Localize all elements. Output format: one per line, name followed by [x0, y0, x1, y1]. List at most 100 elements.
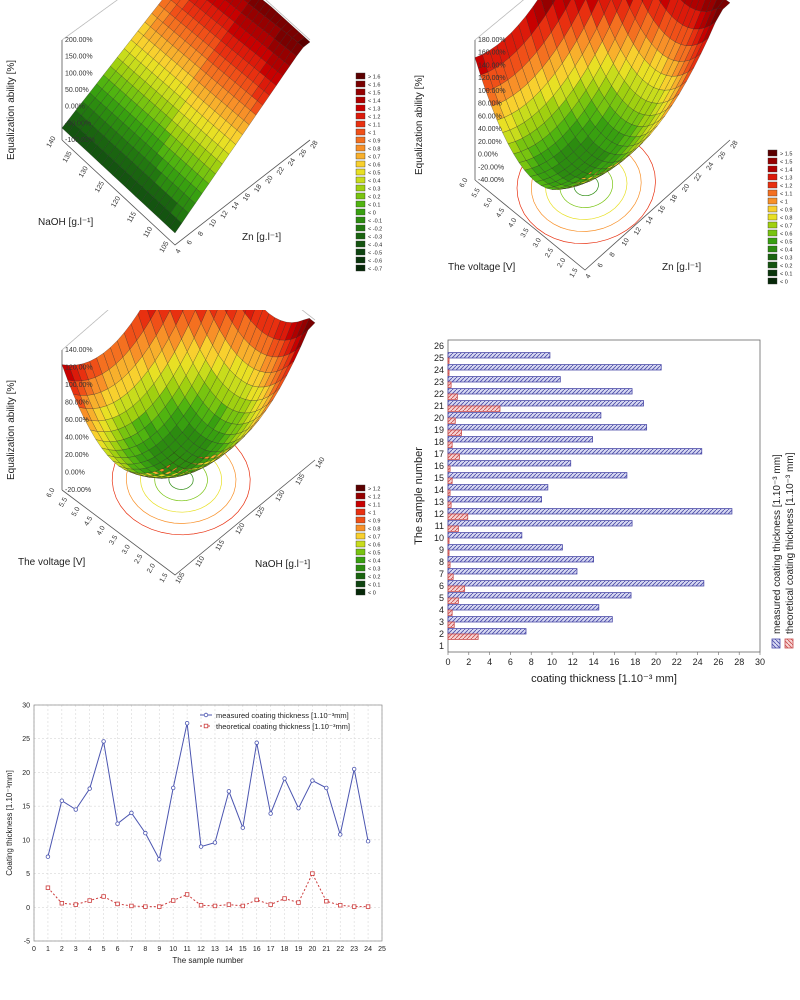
- point-measured: [240, 825, 245, 830]
- y-tick-label: 22: [434, 389, 444, 399]
- surface-cell: [61, 364, 75, 382]
- x-tick-label: 28: [310, 140, 320, 150]
- x-tick-label: 16: [253, 946, 261, 953]
- y-tick-label: 23: [434, 377, 444, 387]
- point-theoretical: [184, 892, 190, 897]
- legend-label: < 1.2: [780, 184, 792, 190]
- legend-swatch: [355, 556, 366, 564]
- point-theoretical: [129, 903, 134, 909]
- point-measured: [101, 739, 106, 744]
- z-tick-label: 60.00%: [478, 113, 502, 120]
- legend-swatch: [767, 269, 778, 277]
- legend-swatch: [355, 500, 366, 508]
- bar-measured: [447, 400, 644, 407]
- bar-theoretical: [447, 453, 460, 460]
- y-tick-label: 5.0: [71, 506, 82, 518]
- legend-label: < 1.1: [780, 192, 792, 198]
- y-tick-label: 5: [439, 593, 444, 603]
- surface-c-svg: 140.00%120.00%100.00%80.00%60.00%40.00%2…: [6, 229, 380, 597]
- x-axis-label: coating thickness [1.10⁻³ mm]: [531, 673, 677, 685]
- bar-measured: [447, 496, 542, 503]
- legend-label: < 1.6: [368, 83, 380, 89]
- legend-label: < 0.8: [780, 216, 792, 222]
- z-tick-label: 100.00%: [65, 382, 93, 389]
- y-axis-label: The sample number: [413, 447, 425, 545]
- bar-legend: measured coating thickness [1.10⁻³ mm] th…: [771, 452, 796, 649]
- legend-marker-measured: [203, 712, 209, 718]
- legend-swatch: [767, 237, 778, 245]
- legend-swatch: [355, 572, 366, 580]
- x-tick-label: 20: [265, 175, 275, 185]
- surface-b-svg: 180.00%160.00%140.00%120.00%100.00%80.00…: [414, 0, 792, 286]
- y-axis-label: Coating thickness [1.10⁻³mm]: [5, 770, 14, 876]
- point-measured: [198, 844, 204, 849]
- bar-measured: [447, 412, 602, 419]
- x-tick-label: 7: [129, 946, 133, 953]
- z-tick-label: -100.00%: [65, 137, 95, 144]
- x-tick-label: 4: [88, 946, 92, 953]
- y-tick-label: 10: [434, 533, 444, 543]
- y-tick-label: 3.5: [520, 227, 531, 239]
- point-measured: [254, 740, 259, 745]
- z-tick-label: 0.00%: [478, 152, 498, 159]
- bar-theoretical: [447, 513, 469, 520]
- bar-measured: [447, 352, 551, 359]
- legend-swatch: [355, 144, 366, 152]
- x-tick-label: 1: [46, 946, 50, 953]
- z-tick-label: -50.00%: [65, 120, 91, 127]
- x-tick-label: 10: [547, 657, 557, 667]
- x-tick-label: 14: [231, 201, 241, 211]
- legend-swatch: [355, 548, 366, 556]
- surface-cell: [641, 0, 644, 2]
- x-tick-label: 28: [730, 140, 740, 150]
- legend-label: > 1.5: [780, 152, 792, 158]
- bar-theoretical: [447, 549, 450, 556]
- bar-theoretical: [447, 441, 453, 448]
- legend-label: < 0: [780, 280, 788, 286]
- bar-measured: [447, 592, 632, 599]
- legend-swatch: [355, 200, 366, 208]
- y-tick-label: 6: [439, 581, 444, 591]
- y-tick-label: 3: [439, 617, 444, 627]
- base-axis-lines: [61, 139, 311, 246]
- legend-swatch: [355, 176, 366, 184]
- legend-swatch: [355, 532, 366, 540]
- y-tick-label: 6.0: [459, 177, 470, 189]
- y-tick-label: -5: [24, 939, 30, 946]
- x-tick-label: 24: [364, 946, 372, 953]
- surface-mesh: [61, 232, 316, 479]
- legend-swatch: [767, 261, 778, 269]
- legend-label: < 0.7: [368, 155, 380, 161]
- x-tick-label: 2: [60, 946, 64, 953]
- y-tick-label: 24: [434, 365, 444, 375]
- x-tick-label: 115: [215, 539, 227, 552]
- y-tick-label: 25: [22, 736, 30, 743]
- y-tick-label: 2.5: [544, 247, 555, 259]
- x-tick-label: 6: [186, 239, 194, 246]
- legend-label: < 0.4: [368, 179, 380, 185]
- x-tick-label: 4: [585, 273, 593, 280]
- x-tick-label: 6: [116, 946, 120, 953]
- x-tick-label: 16: [242, 192, 252, 202]
- bar-theoretical: [447, 477, 453, 484]
- legend-label: < 1: [368, 511, 376, 517]
- x-tick-label: 14: [225, 946, 233, 953]
- bar-theoretical: [447, 393, 458, 400]
- x-tick-label: 8: [529, 657, 534, 667]
- x-tick-label: 23: [350, 946, 358, 953]
- bar-theoretical: [447, 609, 453, 616]
- legend-label: < 0.3: [368, 187, 380, 193]
- surface-chart-zn-naoh: 200.00% 150.00% 100.00% 50.00% 0.00% -50.00% -…: [0, 0, 400, 300]
- x-tick-label: 12: [568, 657, 578, 667]
- y-tick-label: 2.0: [146, 563, 157, 575]
- z-tick-label: 40.00%: [478, 126, 502, 133]
- bar-measured: [447, 376, 561, 383]
- bar-theoretical: [447, 381, 452, 388]
- y-tick-label: 120: [110, 195, 122, 209]
- y-tick-label: 4.5: [495, 207, 506, 219]
- y-tick-label: 2.0: [556, 257, 567, 269]
- legend-label: < 0.4: [368, 559, 380, 565]
- legend-label: < -0.5: [368, 251, 382, 257]
- legend-label-theoretical: theoretical coating thickness [1.10⁻³mm]: [216, 722, 350, 731]
- x-tick-label: 6: [508, 657, 513, 667]
